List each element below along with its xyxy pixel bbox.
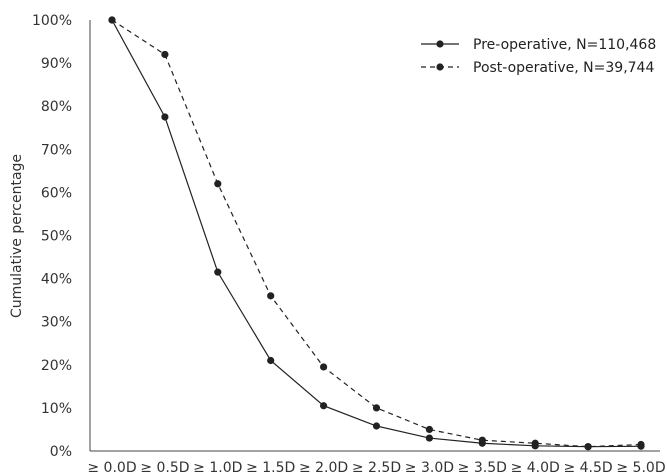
series-layer <box>108 16 645 451</box>
post-operative-point <box>372 404 381 412</box>
pre-operative-point <box>372 422 381 430</box>
x-tick-label: ≥ 2.5D <box>352 460 401 475</box>
legend-item-post-operative: Post-operative, N=39,744 <box>421 60 654 76</box>
legend-marker <box>436 63 444 71</box>
x-tick-label: ≥ 4.0D <box>511 460 560 475</box>
post-operative-point <box>108 16 116 24</box>
x-tick-labels: ≥ 0.0D ≥ 0.5D ≥ 1.0D ≥ 1.5D ≥ 2.0D ≥ 2.5D ≥ 3.… <box>87 460 665 475</box>
pre-operative-series <box>108 16 645 451</box>
legend-label: Pre-operative, N=110,468 <box>473 37 656 53</box>
post-operative-point <box>267 292 275 300</box>
axes: Cumulative percentage <box>9 20 660 452</box>
post-operative-point <box>637 440 645 449</box>
x-tick-label: ≥ 2.0D <box>299 460 348 475</box>
pre-operative-point <box>267 356 275 365</box>
post-operative-point <box>214 180 222 188</box>
pre-operative-point <box>161 113 169 121</box>
x-tick-label: ≥ 0.5D <box>140 460 189 475</box>
y-tick-label: 40% <box>41 272 72 288</box>
legend-marker <box>436 40 444 48</box>
post-operative-point <box>425 425 433 434</box>
post-operative-series <box>108 16 645 451</box>
pre-operative-line <box>111 19 642 448</box>
x-tick-label: ≥ 4.5D <box>563 460 612 475</box>
y-tick-labels: 0% 10% 20% 30% 40% 50% 60% 70% 80% 90% 100% <box>32 13 72 460</box>
pre-operative-point <box>214 268 222 276</box>
post-operative-line <box>111 19 642 448</box>
x-tick-label: ≥ 0.0D <box>87 460 136 475</box>
pre-operative-point <box>425 434 433 442</box>
legend-label: Post-operative, N=39,744 <box>473 60 654 76</box>
post-operative-point <box>584 443 592 451</box>
y-tick-label: 70% <box>41 142 72 158</box>
post-operative-point <box>478 436 486 444</box>
y-tick-label: 30% <box>41 315 72 331</box>
y-tick-label: 80% <box>41 99 72 115</box>
y-axis-title: Cumulative percentage <box>9 154 25 318</box>
legend: Pre-operative, N=110,468 Post-operative, … <box>421 37 656 76</box>
y-tick-label: 20% <box>41 358 72 374</box>
y-tick-label: 100% <box>32 13 72 29</box>
x-tick-label: ≥ 1.0D <box>193 460 242 475</box>
y-tick-label: 0% <box>50 444 72 460</box>
y-tick-label: 90% <box>41 56 72 72</box>
x-tick-label: ≥ 3.5D <box>458 460 507 475</box>
x-tick-label: ≥ 3.0D <box>405 460 454 475</box>
legend-item-pre-operative: Pre-operative, N=110,468 <box>421 37 656 53</box>
post-operative-point <box>320 363 328 371</box>
post-operative-point <box>531 439 539 447</box>
post-operative-point <box>161 50 169 59</box>
x-tick-label: ≥ 5.0D <box>616 460 665 475</box>
x-tick-label: ≥ 1.5D <box>246 460 295 475</box>
pre-operative-point <box>320 402 328 410</box>
y-tick-label: 50% <box>41 229 72 245</box>
y-tick-label: 60% <box>41 185 72 201</box>
y-tick-label: 10% <box>41 401 72 417</box>
